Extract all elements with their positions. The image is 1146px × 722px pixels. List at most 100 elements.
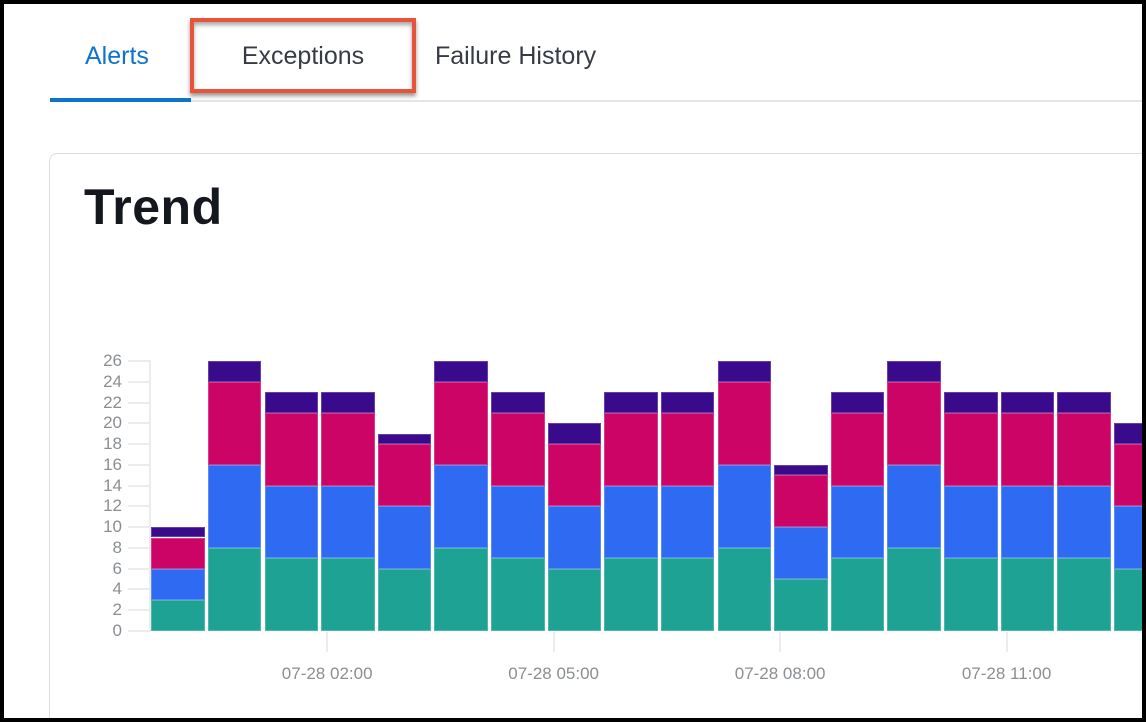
bar-segment-teal[interactable] xyxy=(660,558,715,631)
y-axis-label: 18 xyxy=(103,434,122,454)
y-axis-label: 0 xyxy=(112,621,122,640)
bar-segment-magenta[interactable] xyxy=(830,412,885,486)
bar-segment-magenta[interactable] xyxy=(321,412,375,486)
bar-segment-teal[interactable] xyxy=(151,599,205,631)
bar-segment-purple[interactable] xyxy=(151,527,205,538)
bar-segment-teal[interactable] xyxy=(264,558,319,631)
bar-segment-teal[interactable] xyxy=(830,558,885,631)
bar-segment-magenta[interactable] xyxy=(1057,412,1111,486)
bar-segment-blue[interactable] xyxy=(151,568,205,600)
bar-segment-purple[interactable] xyxy=(774,464,828,476)
bar-segment-blue[interactable] xyxy=(491,485,545,559)
bar-segment-teal[interactable] xyxy=(434,547,488,631)
x-axis-tick xyxy=(326,632,329,652)
bar-segment-magenta[interactable] xyxy=(1000,412,1055,486)
bar-segment-magenta[interactable] xyxy=(491,412,545,486)
bar-segment-purple[interactable] xyxy=(604,392,658,413)
bar-segment-purple[interactable] xyxy=(830,392,885,413)
bar-segment-blue[interactable] xyxy=(830,485,885,559)
bar-segment-magenta[interactable] xyxy=(547,444,602,507)
bar-segment-blue[interactable] xyxy=(264,485,319,559)
bar-segment-purple[interactable] xyxy=(944,392,998,413)
y-axis-tick xyxy=(128,422,150,425)
bar-segment-purple[interactable] xyxy=(660,392,715,413)
bar-segment-magenta[interactable] xyxy=(207,381,262,465)
y-axis-tick xyxy=(128,443,150,446)
bar-segment-teal[interactable] xyxy=(887,547,941,631)
y-axis-label: 6 xyxy=(112,558,122,578)
bar-segment-magenta[interactable] xyxy=(151,537,205,569)
bar-segment-teal[interactable] xyxy=(547,568,602,631)
bar-segment-teal[interactable] xyxy=(321,558,375,631)
y-axis-label: 2 xyxy=(112,600,122,620)
bar-segment-blue[interactable] xyxy=(434,464,488,548)
active-tab-underline xyxy=(50,98,191,102)
bar-segment-teal[interactable] xyxy=(1000,558,1055,631)
bar-segment-teal[interactable] xyxy=(1113,568,1146,631)
bar-segment-purple[interactable] xyxy=(207,361,262,382)
bar-segment-magenta[interactable] xyxy=(717,381,772,465)
x-axis-label: 07-28 08:00 xyxy=(734,664,826,683)
bar-segment-blue[interactable] xyxy=(774,527,828,579)
y-axis-label: 26 xyxy=(103,350,122,370)
y-axis-line xyxy=(149,360,151,632)
bar-segment-purple[interactable] xyxy=(887,361,941,382)
y-axis-tick xyxy=(128,630,150,632)
bar-segment-magenta[interactable] xyxy=(377,444,432,507)
bar-segment-teal[interactable] xyxy=(604,558,658,631)
bar-segment-purple[interactable] xyxy=(264,392,319,413)
tab-failure-history[interactable]: Failure History xyxy=(435,42,597,70)
bar-segment-purple[interactable] xyxy=(717,361,772,382)
bar-segment-magenta[interactable] xyxy=(774,475,828,528)
annotation-highlight-box xyxy=(190,18,416,93)
bar-segment-blue[interactable] xyxy=(604,485,658,559)
bar-segment-purple[interactable] xyxy=(491,392,545,413)
bar-segment-magenta[interactable] xyxy=(660,412,715,486)
bar-segment-blue[interactable] xyxy=(377,506,432,569)
bar-segment-blue[interactable] xyxy=(547,506,602,569)
bar-segment-purple[interactable] xyxy=(434,361,488,382)
bar-segment-purple[interactable] xyxy=(377,433,432,445)
bar-segment-blue[interactable] xyxy=(1057,485,1111,559)
y-axis-tick xyxy=(128,463,150,466)
bar-segment-purple[interactable] xyxy=(547,423,602,445)
tab-exceptions[interactable]: Exceptions xyxy=(241,42,365,70)
bar-segment-blue[interactable] xyxy=(660,485,715,559)
bar-segment-magenta[interactable] xyxy=(1113,444,1146,507)
bar-segment-magenta[interactable] xyxy=(944,412,998,486)
bar-segment-blue[interactable] xyxy=(717,464,772,548)
tabs-divider xyxy=(50,100,1142,102)
bar-segment-magenta[interactable] xyxy=(264,412,319,486)
bar-segment-magenta[interactable] xyxy=(434,381,488,465)
bar-segment-blue[interactable] xyxy=(1113,506,1146,569)
y-axis-label: 24 xyxy=(103,371,122,391)
y-axis-tick xyxy=(128,359,150,362)
bar-segment-magenta[interactable] xyxy=(887,381,941,465)
bar-segment-magenta[interactable] xyxy=(604,412,658,486)
x-axis-tick xyxy=(779,632,782,652)
bar-segment-purple[interactable] xyxy=(321,392,375,413)
bar-segment-blue[interactable] xyxy=(321,485,375,559)
bar-segment-blue[interactable] xyxy=(1000,485,1055,559)
y-axis-tick xyxy=(128,505,150,508)
bar-segment-purple[interactable] xyxy=(1000,392,1055,413)
bar-segment-teal[interactable] xyxy=(377,568,432,631)
bar-segment-purple[interactable] xyxy=(1057,392,1111,413)
bar-segment-blue[interactable] xyxy=(887,464,941,548)
bar-segment-teal[interactable] xyxy=(1057,558,1111,631)
y-axis-label: 8 xyxy=(112,537,122,557)
bar-segment-teal[interactable] xyxy=(207,547,262,631)
bar-segment-purple[interactable] xyxy=(1113,423,1146,445)
bar-segment-teal[interactable] xyxy=(774,579,828,631)
bar-segment-blue[interactable] xyxy=(944,485,998,559)
y-axis-label: 20 xyxy=(103,413,122,433)
bar-segment-teal[interactable] xyxy=(491,558,545,631)
bar-segment-teal[interactable] xyxy=(944,558,998,631)
y-axis-tick xyxy=(128,588,150,591)
x-axis-label: 07-28 11:00 xyxy=(961,664,1052,683)
bar-segment-teal[interactable] xyxy=(717,547,772,631)
y-axis-tick xyxy=(128,567,150,570)
bar-segment-blue[interactable] xyxy=(207,464,262,548)
tab-alerts[interactable]: Alerts xyxy=(85,42,149,70)
